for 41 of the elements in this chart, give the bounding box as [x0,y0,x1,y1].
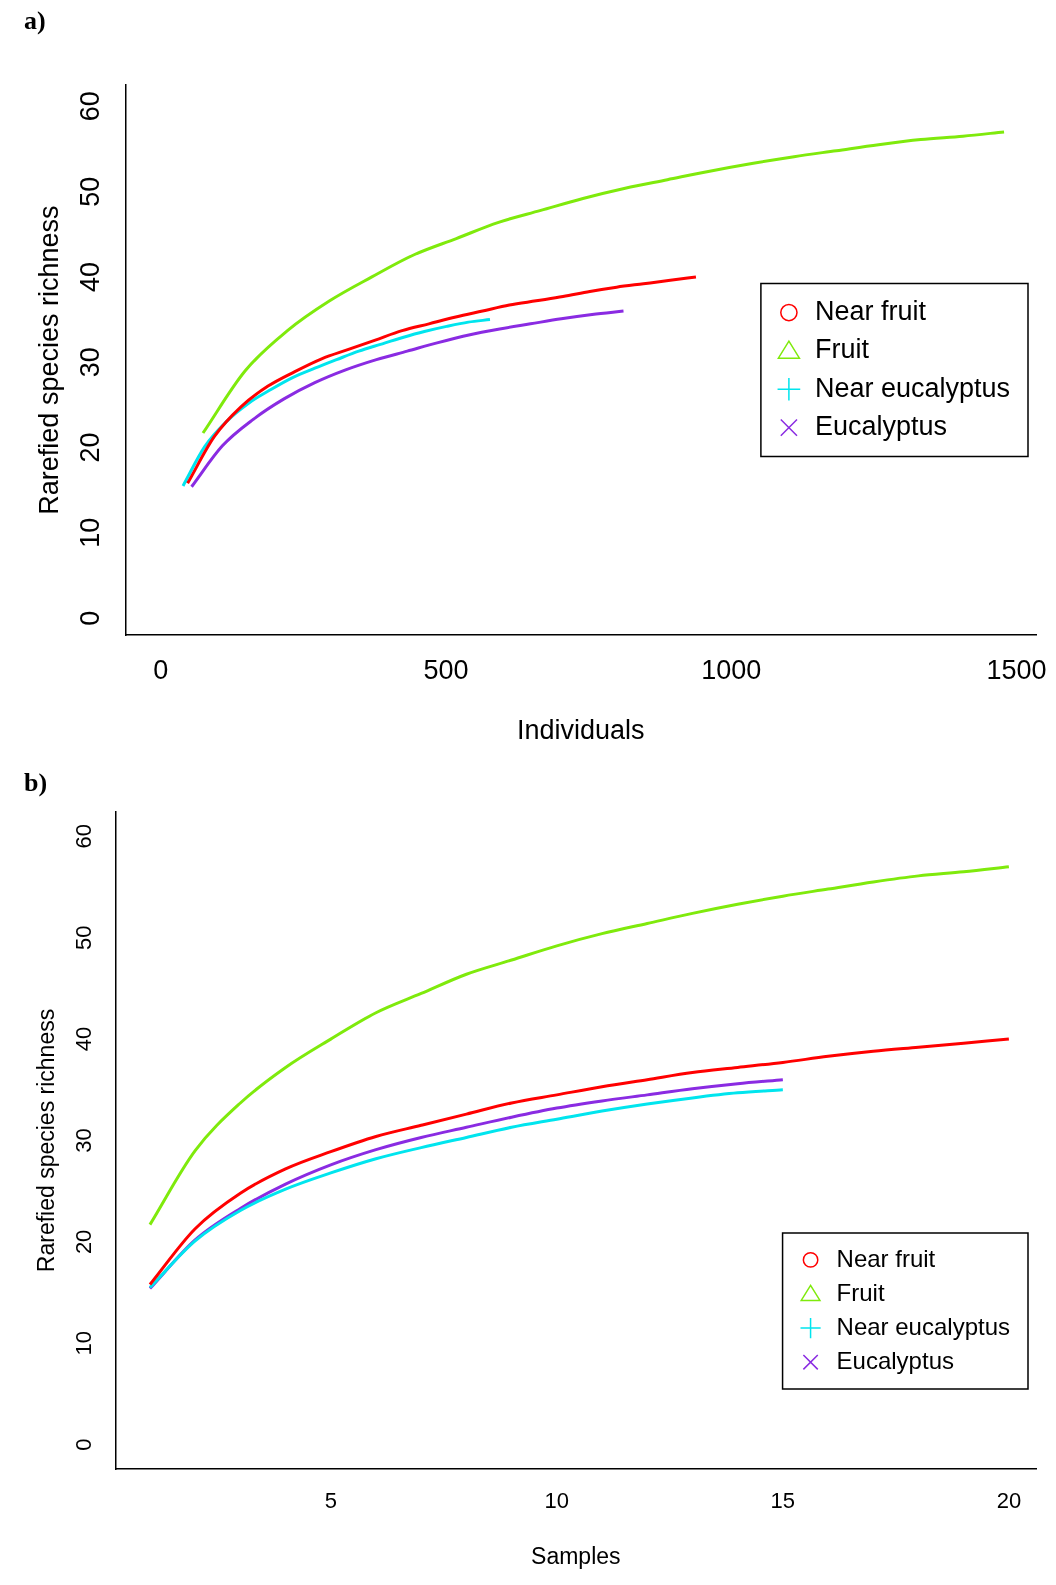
y-tick-label: 50 [75,176,106,207]
line-series [148,865,1011,1227]
x-tick-label: 10 [544,1488,570,1514]
x-axis-title: Samples [531,1542,621,1569]
line-series [190,309,625,489]
legend-label: Fruit [814,334,870,365]
y-tick-label: 0 [70,1438,96,1451]
line-series [181,318,492,488]
y-tick-label: 10 [75,517,106,548]
y-tick-label: 40 [75,261,106,292]
legend-label: Fruit [836,1278,885,1306]
line-series [186,275,698,485]
legend-label: Near fruit [836,1244,936,1272]
legend-label: Near fruit [814,296,927,327]
legend-label: Eucalyptus [836,1346,954,1374]
legend-label: Near eucalyptus [836,1312,1011,1340]
y-tick-label: 60 [70,824,96,849]
y-tick-label: 60 [75,91,106,122]
y-tick-label: 10 [70,1331,96,1356]
chart-title: a) [24,6,46,36]
y-tick-label: 20 [75,432,106,463]
y-tick-label: 20 [70,1229,96,1255]
legend-label: Eucalyptus [814,411,947,442]
x-tick-label: 1000 [701,654,762,685]
x-axis-title: Individuals [516,715,645,746]
line-series [148,1037,1011,1286]
x-tick-label: 1500 [986,654,1047,685]
x-tick-label: 5 [324,1488,337,1514]
y-tick-label: 30 [70,1128,96,1153]
y-tick-label: 50 [70,925,96,950]
chart-title: b) [24,768,48,798]
x-tick-label: 15 [770,1488,796,1514]
y-tick-label: 40 [70,1026,96,1052]
x-tick-label: 20 [996,1488,1022,1514]
y-tick-label: 0 [75,610,106,626]
y-axis-title: Rarefied species richness [33,1008,60,1273]
y-axis-title: Rarefied species richness [33,205,64,515]
x-tick-label: 0 [153,654,169,685]
legend-label: Near eucalyptus [814,372,1011,403]
y-tick-label: 30 [75,347,106,378]
x-tick-label: 500 [423,654,469,685]
